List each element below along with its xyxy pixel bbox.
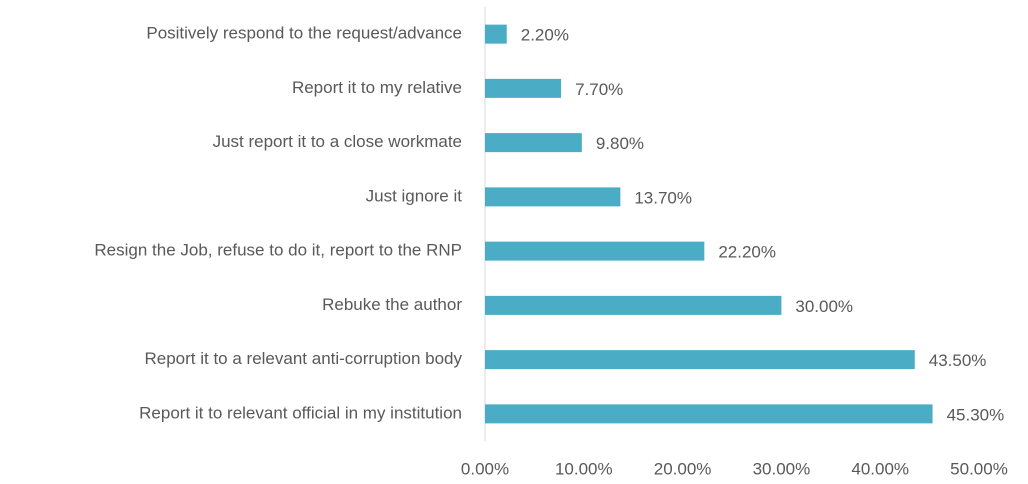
y-tick-label: Just report it to a close workmate — [213, 132, 462, 151]
y-tick-label: Resign the Job, refuse to do it, report … — [94, 241, 462, 260]
data-label: 13.70% — [634, 188, 692, 207]
data-label: 45.30% — [947, 405, 1005, 424]
bar — [485, 133, 582, 153]
bar — [485, 241, 705, 261]
y-tick-label: Positively respond to the request/advanc… — [146, 24, 462, 43]
bar — [485, 78, 562, 98]
data-label: 22.20% — [718, 243, 776, 262]
x-tick-label: 10.00% — [555, 459, 613, 478]
x-tick-label: 40.00% — [851, 459, 909, 478]
y-tick-label: Report it to a relevant anti-corruption … — [144, 349, 462, 368]
bar — [485, 187, 621, 207]
y-tick-label: Rebuke the author — [322, 295, 462, 314]
y-tick-label: Report it to relevant official in my ins… — [139, 403, 462, 422]
bar — [485, 350, 915, 370]
data-label: 9.80% — [596, 134, 644, 153]
x-tick-label: 50.00% — [950, 459, 1008, 478]
data-label: 7.70% — [575, 80, 623, 99]
bar — [485, 295, 782, 315]
data-label: 43.50% — [929, 351, 987, 370]
data-label: 30.00% — [795, 297, 853, 316]
bar — [485, 24, 507, 44]
y-tick-label: Report it to my relative — [292, 78, 462, 97]
bar — [485, 404, 933, 424]
x-tick-label: 20.00% — [654, 459, 712, 478]
data-label: 2.20% — [521, 26, 569, 45]
x-tick-label: 30.00% — [753, 459, 811, 478]
y-tick-label: Just ignore it — [366, 186, 463, 205]
x-tick-label: 0.00% — [461, 459, 509, 478]
